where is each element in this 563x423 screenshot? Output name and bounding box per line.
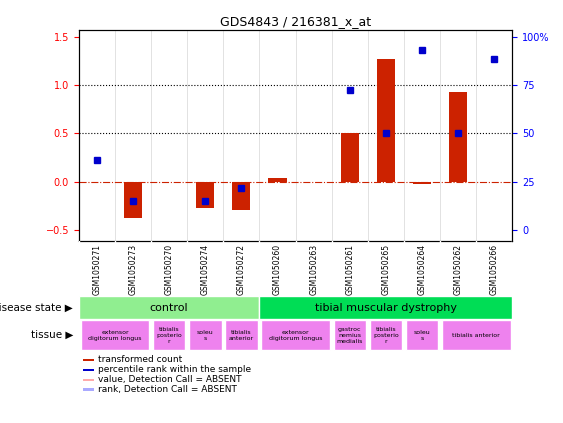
Text: rank, Detection Call = ABSENT: rank, Detection Call = ABSENT — [99, 385, 237, 394]
Text: tibialis
anterior: tibialis anterior — [229, 330, 254, 341]
Bar — [442, 320, 511, 350]
Bar — [81, 320, 149, 350]
Text: percentile rank within the sample: percentile rank within the sample — [99, 365, 252, 374]
Text: tibialis
posterio
r: tibialis posterio r — [373, 327, 399, 343]
Text: GSM1050272: GSM1050272 — [237, 244, 246, 295]
Text: GSM1050263: GSM1050263 — [309, 244, 318, 295]
Bar — [370, 320, 402, 350]
Text: gastroc
nemius
medialis: gastroc nemius medialis — [337, 327, 363, 343]
Text: GSM1050264: GSM1050264 — [418, 244, 427, 295]
Bar — [196, 181, 215, 209]
Bar — [406, 320, 438, 350]
Text: value, Detection Call = ABSENT: value, Detection Call = ABSENT — [99, 375, 242, 384]
Text: tissue ▶: tissue ▶ — [31, 330, 73, 340]
Text: GSM1050274: GSM1050274 — [201, 244, 210, 295]
Text: GSM1050271: GSM1050271 — [92, 244, 101, 295]
Bar — [413, 181, 431, 184]
Text: GSM1050262: GSM1050262 — [454, 244, 463, 295]
Bar — [261, 320, 330, 350]
Bar — [124, 181, 142, 218]
Text: GSM1050260: GSM1050260 — [273, 244, 282, 295]
Text: soleu
s: soleu s — [414, 330, 430, 341]
Bar — [233, 181, 251, 210]
Bar — [341, 133, 359, 181]
Text: GSM1050261: GSM1050261 — [345, 244, 354, 295]
Text: tibial muscular dystrophy: tibial muscular dystrophy — [315, 303, 457, 313]
Bar — [153, 320, 185, 350]
Text: tibialis anterior: tibialis anterior — [452, 333, 500, 338]
Title: GDS4843 / 216381_x_at: GDS4843 / 216381_x_at — [220, 16, 371, 28]
Bar — [189, 320, 221, 350]
Bar — [449, 92, 467, 181]
Bar — [333, 320, 366, 350]
Text: transformed count: transformed count — [99, 355, 182, 364]
Bar — [79, 296, 260, 319]
Bar — [269, 178, 287, 181]
Bar — [83, 388, 94, 391]
Bar — [377, 59, 395, 181]
Bar — [83, 379, 94, 381]
Bar — [260, 296, 512, 319]
Text: GSM1050273: GSM1050273 — [128, 244, 137, 295]
Bar — [225, 320, 258, 350]
Text: GSM1050266: GSM1050266 — [490, 244, 499, 295]
Text: GSM1050265: GSM1050265 — [381, 244, 390, 295]
Bar — [83, 369, 94, 371]
Text: extensor
digitorum longus: extensor digitorum longus — [88, 330, 142, 341]
Text: extensor
digitorum longus: extensor digitorum longus — [269, 330, 323, 341]
Bar — [83, 359, 94, 361]
Text: disease state ▶: disease state ▶ — [0, 303, 73, 313]
Text: soleu
s: soleu s — [197, 330, 213, 341]
Text: control: control — [150, 303, 189, 313]
Text: GSM1050270: GSM1050270 — [164, 244, 173, 295]
Text: tibialis
posterio
r: tibialis posterio r — [157, 327, 182, 343]
